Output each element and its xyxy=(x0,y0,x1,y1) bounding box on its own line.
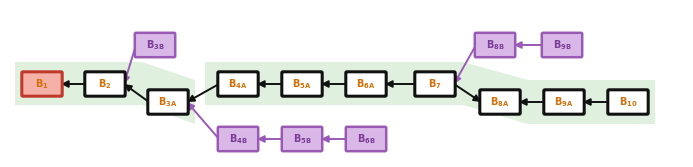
FancyBboxPatch shape xyxy=(218,72,258,96)
FancyBboxPatch shape xyxy=(21,72,62,96)
Text: $\mathbf{B_{9A}}$: $\mathbf{B_{9A}}$ xyxy=(554,95,574,109)
FancyBboxPatch shape xyxy=(542,33,582,57)
Text: $\mathbf{B_{3A}}$: $\mathbf{B_{3A}}$ xyxy=(158,95,177,109)
Text: $\mathbf{B_7}$: $\mathbf{B_7}$ xyxy=(428,77,442,91)
FancyBboxPatch shape xyxy=(480,90,520,114)
FancyBboxPatch shape xyxy=(608,90,648,114)
Polygon shape xyxy=(15,62,195,124)
Text: $\mathbf{B_2}$: $\mathbf{B_2}$ xyxy=(98,77,112,91)
Text: $\mathbf{B_1}$: $\mathbf{B_1}$ xyxy=(35,77,49,91)
FancyBboxPatch shape xyxy=(475,33,515,57)
Text: $\mathbf{B_{6B}}$: $\mathbf{B_{6B}}$ xyxy=(356,132,376,146)
Text: $\mathbf{B_{8B}}$: $\mathbf{B_{8B}}$ xyxy=(486,38,505,52)
Text: $\mathbf{B_{5A}}$: $\mathbf{B_{5A}}$ xyxy=(292,77,312,91)
FancyBboxPatch shape xyxy=(282,72,322,96)
Polygon shape xyxy=(205,62,655,124)
Text: $\mathbf{B_{6A}}$: $\mathbf{B_{6A}}$ xyxy=(356,77,376,91)
FancyBboxPatch shape xyxy=(544,90,584,114)
Text: $\mathbf{B_{4A}}$: $\mathbf{B_{4A}}$ xyxy=(228,77,247,91)
Text: $\mathbf{B_{4B}}$: $\mathbf{B_{4B}}$ xyxy=(229,132,247,146)
Text: $\mathbf{B_{8A}}$: $\mathbf{B_{8A}}$ xyxy=(490,95,510,109)
FancyBboxPatch shape xyxy=(135,33,175,57)
FancyBboxPatch shape xyxy=(85,72,125,96)
FancyBboxPatch shape xyxy=(282,127,322,151)
Text: $\mathbf{B_{10}}$: $\mathbf{B_{10}}$ xyxy=(619,95,638,109)
Text: $\mathbf{B_{3B}}$: $\mathbf{B_{3B}}$ xyxy=(146,38,164,52)
FancyBboxPatch shape xyxy=(346,127,386,151)
Text: $\mathbf{B_{9B}}$: $\mathbf{B_{9B}}$ xyxy=(552,38,572,52)
Text: $\mathbf{B_{5B}}$: $\mathbf{B_{5B}}$ xyxy=(292,132,311,146)
FancyBboxPatch shape xyxy=(148,90,188,114)
FancyBboxPatch shape xyxy=(218,127,258,151)
FancyBboxPatch shape xyxy=(346,72,386,96)
FancyBboxPatch shape xyxy=(415,72,455,96)
